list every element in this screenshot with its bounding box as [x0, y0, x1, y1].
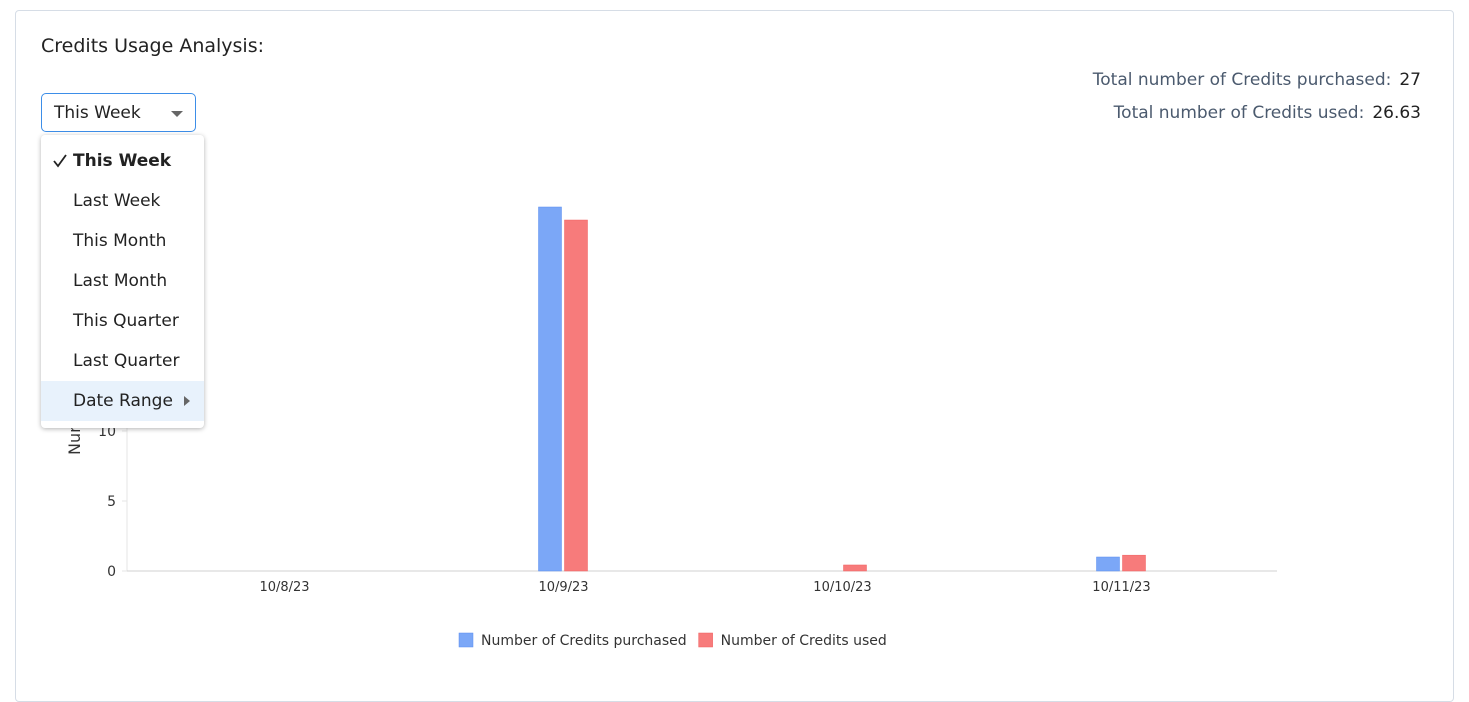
option-label: This Quarter — [73, 311, 179, 331]
menu-option[interactable]: This Quarter — [41, 301, 204, 341]
legend-label: Number of Credits purchased — [481, 633, 687, 649]
caret — [171, 111, 183, 117]
legend-swatch — [698, 632, 713, 648]
bar — [1122, 554, 1146, 572]
legend-label: Number of Credits used — [721, 633, 887, 649]
bar — [843, 564, 867, 572]
x-tick-label: 10/11/23 — [1092, 580, 1150, 595]
y-tick-label: 10 — [98, 424, 116, 440]
submenu-arrow — [184, 396, 190, 406]
bar — [538, 206, 562, 572]
y-tick-label: 0 — [107, 564, 116, 580]
y-tick-label: 5 — [107, 494, 116, 510]
check-icon — [53, 154, 67, 168]
menu-option[interactable]: Last Week — [41, 181, 204, 221]
bar — [564, 219, 588, 572]
stat-label: Total number of Credits purchased: — [1092, 70, 1392, 90]
option-label: Date Range — [73, 391, 173, 411]
x-tick-label: 10/8/23 — [259, 580, 309, 595]
option-label: Last Month — [73, 271, 168, 291]
x-tick-label: 10/10/23 — [813, 580, 871, 595]
stat-label: Total number of Credits used: — [1113, 103, 1365, 123]
menu-option[interactable]: Last Quarter — [41, 341, 204, 381]
menu-option[interactable]: Last Month — [41, 261, 204, 301]
menu-option[interactable]: Date Range — [41, 381, 204, 421]
stat-value: 27 — [1399, 70, 1421, 90]
x-tick-label: 10/9/23 — [538, 580, 588, 595]
option-label: Last Quarter — [73, 351, 180, 371]
option-label: This Month — [73, 231, 167, 251]
dropdown-value: This Week — [54, 103, 141, 123]
stat-value: 26.63 — [1372, 103, 1421, 123]
option-label: This Week — [73, 151, 172, 171]
menu-option[interactable]: This Month — [41, 221, 204, 261]
option-label: Last Week — [73, 191, 161, 211]
stat-used: Total number of Credits used: 26.63 — [1114, 103, 1421, 123]
legend-swatch — [458, 632, 474, 648]
page: 051015202530Number of Credits10/8/2310/9… — [15, 10, 1454, 702]
menu-option[interactable]: This Week — [41, 141, 204, 181]
bar — [1096, 556, 1120, 572]
stat-purchased: Total number of Credits purchased: 27 — [1093, 70, 1421, 90]
dropdown-menu: This Week Last Week This Month Last Month Th… — [41, 135, 204, 428]
section-title: Credits Usage Analysis: — [41, 35, 264, 57]
period-dropdown[interactable]: This Week — [41, 93, 196, 132]
